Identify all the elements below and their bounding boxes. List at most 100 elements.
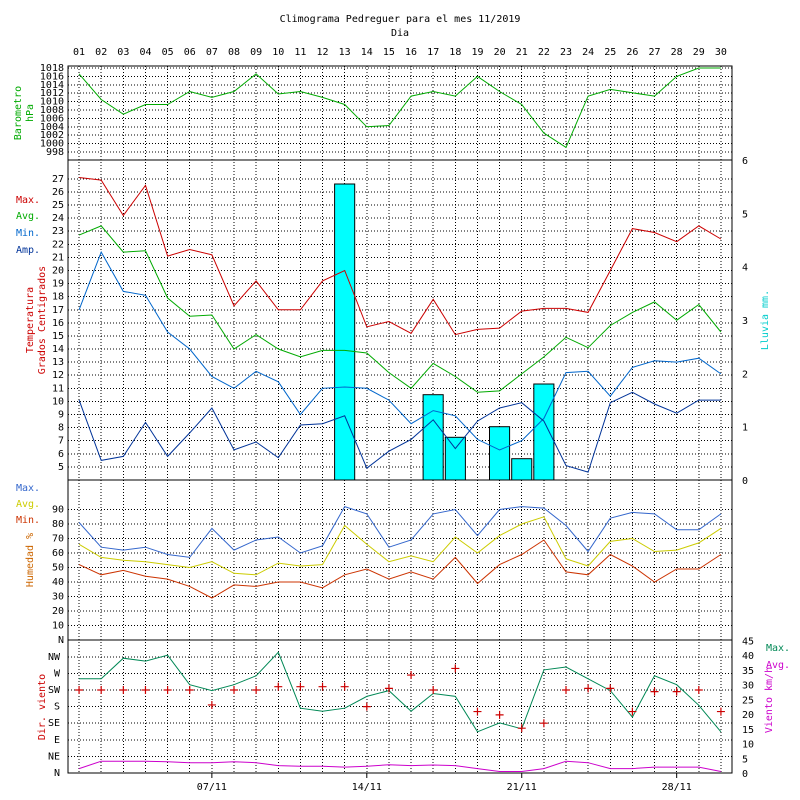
wind-speed-tick-label: 15 bbox=[742, 725, 754, 736]
wind-direction-tick-label: NE bbox=[48, 751, 60, 762]
humidity-legend-label: Min. bbox=[16, 515, 40, 526]
temperature-tick-label: 16 bbox=[52, 318, 64, 329]
day-tick-label: 03 bbox=[117, 47, 129, 58]
humidity-line-min bbox=[78, 539, 722, 599]
barometer-axis-label: Barometro bbox=[13, 86, 24, 140]
humidity-line-avg bbox=[78, 516, 722, 576]
date-tick-label: 14/11 bbox=[352, 782, 382, 793]
wind-direction-marker bbox=[163, 686, 172, 694]
wind-direction-marker bbox=[119, 686, 128, 694]
humidity-axis-label: Humedad % bbox=[25, 533, 36, 587]
barometer-tick-label: 1014 bbox=[40, 80, 64, 91]
barometer-tick-label: 1012 bbox=[40, 88, 64, 99]
wind-direction-marker bbox=[672, 687, 681, 696]
barometer-line bbox=[78, 67, 721, 149]
date-tick-label: 28/11 bbox=[662, 782, 692, 793]
temperature-line-min bbox=[78, 250, 722, 451]
day-tick-label: 12 bbox=[317, 47, 329, 58]
humidity-legend-label: Avg. bbox=[16, 499, 40, 510]
wind-direction-marker bbox=[539, 719, 548, 728]
temperature-tick-label: 24 bbox=[52, 213, 64, 224]
temperature-tick-label: 13 bbox=[52, 357, 64, 368]
temperature-tick-label: 21 bbox=[52, 252, 64, 263]
day-tick-label: 20 bbox=[494, 47, 506, 58]
barometer-tick-label: 1008 bbox=[40, 105, 64, 116]
rain-bar bbox=[511, 458, 533, 481]
barometer-tick-label: 1016 bbox=[40, 71, 64, 82]
day-tick-label: 23 bbox=[560, 47, 572, 58]
day-tick-label: 08 bbox=[228, 47, 240, 58]
wind-direction-tick-label: SW bbox=[48, 685, 61, 696]
rain-tick-label: 5 bbox=[742, 209, 748, 220]
wind-direction-marker bbox=[451, 664, 460, 673]
barometer-tick-label: 1010 bbox=[40, 97, 64, 108]
x-axis-label: Dia bbox=[391, 28, 409, 39]
rain-bar bbox=[422, 394, 444, 481]
temperature-tick-label: 22 bbox=[52, 239, 64, 250]
rain-bar bbox=[334, 183, 356, 481]
wind-direction-marker bbox=[207, 700, 216, 709]
barometer-axis-label-unit: hPa bbox=[25, 104, 36, 122]
humidity-tick-label: 30 bbox=[52, 592, 64, 603]
wind-speed-tick-label: 5 bbox=[742, 754, 748, 765]
temperature-legend-label: Amp. bbox=[16, 245, 40, 256]
wind-direction-marker bbox=[252, 686, 261, 694]
temperature-legend-label: Max. bbox=[16, 195, 40, 206]
wind-line-max bbox=[79, 651, 722, 733]
wind-direction-marker bbox=[650, 687, 659, 696]
temperature-tick-label: 15 bbox=[52, 331, 64, 342]
wind-direction-marker bbox=[517, 724, 526, 733]
humidity-tick-label: 40 bbox=[52, 577, 64, 588]
wind-direction-marker bbox=[429, 686, 438, 694]
rain-tick-label: 2 bbox=[742, 369, 748, 380]
day-tick-label: 26 bbox=[626, 47, 638, 58]
humidity-tick-label: 50 bbox=[52, 563, 64, 574]
day-tick-label: 15 bbox=[383, 47, 395, 58]
wind-legend-label: Max. bbox=[766, 643, 790, 654]
temperature-tick-label: 10 bbox=[52, 396, 64, 407]
date-tick-label: 21/11 bbox=[507, 782, 537, 793]
humidity-tick-label: 60 bbox=[52, 548, 64, 559]
day-tick-label: 05 bbox=[162, 47, 174, 58]
rain-bar bbox=[533, 383, 555, 481]
wind-speed-tick-label: 25 bbox=[742, 695, 754, 706]
wind-direction-marker bbox=[407, 671, 416, 680]
wind-direction-marker bbox=[230, 686, 238, 694]
wind-direction-marker bbox=[473, 707, 482, 716]
wind-direction-marker bbox=[274, 682, 283, 691]
temperature-tick-label: 5 bbox=[58, 462, 64, 473]
wind-direction-marker bbox=[716, 707, 725, 716]
wind-direction-marker bbox=[97, 686, 106, 694]
barometer-tick-label: 1004 bbox=[40, 122, 64, 133]
wind-direction-marker bbox=[562, 686, 570, 694]
panel-frame bbox=[67, 639, 733, 774]
day-tick-label: 30 bbox=[715, 47, 727, 58]
wind-direction-marker bbox=[362, 702, 371, 711]
day-tick-label: 16 bbox=[405, 47, 417, 58]
temperature-tick-label: 25 bbox=[52, 200, 64, 211]
rain-bar bbox=[489, 426, 511, 481]
day-tick-label: 18 bbox=[449, 47, 461, 58]
wind-direction-tick-label: S bbox=[54, 702, 60, 713]
wind-direction-marker bbox=[75, 686, 84, 694]
wind-speed-tick-label: 40 bbox=[742, 651, 754, 662]
wind-direction-marker bbox=[495, 710, 504, 719]
date-tick-label: 07/11 bbox=[197, 782, 227, 793]
wind-direction-tick-label: E bbox=[54, 735, 60, 746]
day-tick-label: 01 bbox=[73, 47, 85, 58]
panel-frame bbox=[67, 65, 733, 161]
wind-speed-tick-label: 0 bbox=[742, 769, 748, 780]
wind-direction-marker bbox=[384, 684, 393, 693]
day-tick-label: 06 bbox=[184, 47, 196, 58]
wind-direction-marker bbox=[185, 686, 194, 694]
temperature-tick-label: 23 bbox=[52, 226, 64, 237]
temperature-legend-label: Min. bbox=[16, 228, 40, 239]
temperature-tick-label: 27 bbox=[52, 174, 64, 185]
day-tick-label: 24 bbox=[582, 47, 594, 58]
day-tick-label: 14 bbox=[361, 47, 373, 58]
barometer-tick-label: 1000 bbox=[40, 139, 64, 150]
barometer-tick-label: 1018 bbox=[40, 63, 64, 74]
humidity-line-max bbox=[78, 505, 722, 558]
wind-direction-tick-label: W bbox=[54, 668, 61, 679]
rain-axis-label: Lluvia mm. bbox=[760, 290, 771, 350]
